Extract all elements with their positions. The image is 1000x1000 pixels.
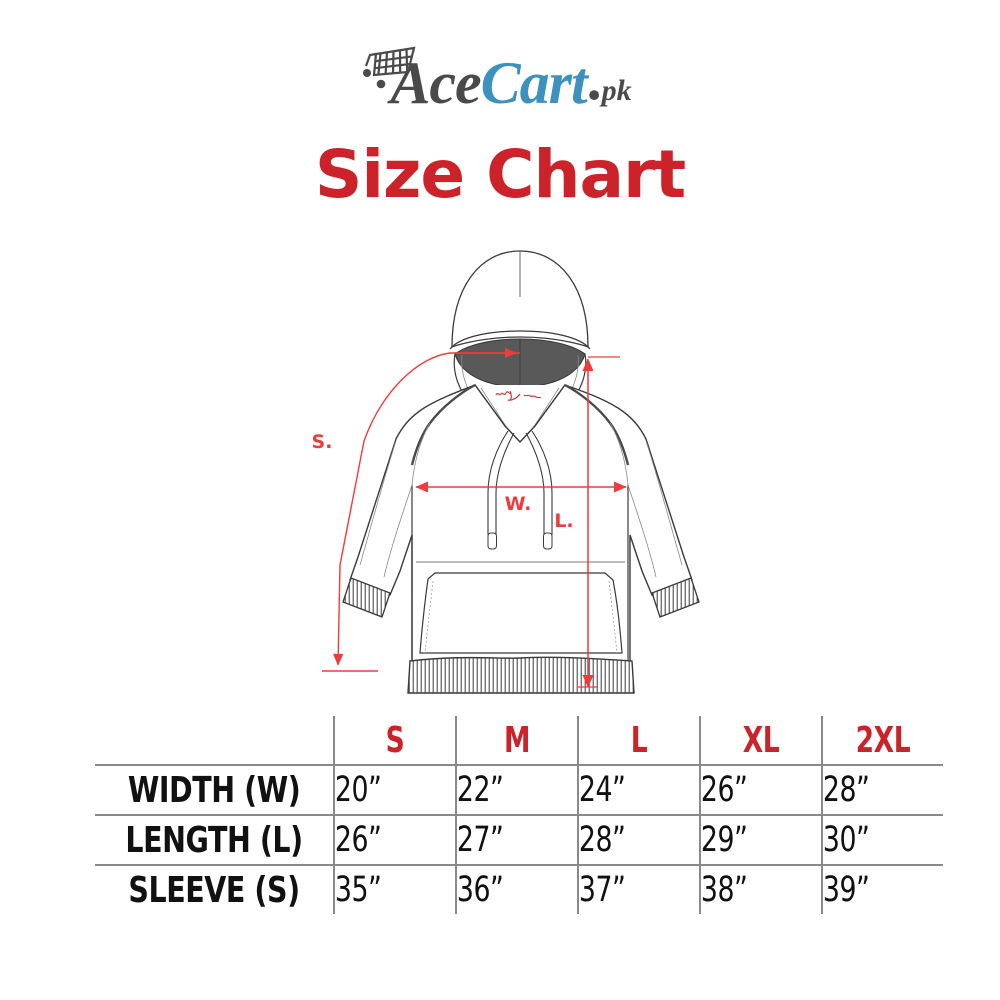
shopping-cart-icon: [363, 46, 416, 89]
width-measure-label: W.: [505, 493, 532, 515]
brand-logo: Ace Cart . pk: [0, 42, 1000, 114]
ribbed-hem: [407, 656, 635, 694]
kangaroo-pocket: [416, 561, 625, 654]
row-label-sleeve: SLEEVE (S): [109, 864, 320, 914]
length-measure-line: [578, 356, 620, 688]
hoodie-technical-drawing: W. L. S.: [312, 250, 700, 694]
sleeve-measure-label: S.: [312, 431, 333, 453]
sleeve-measure-line: [322, 347, 520, 672]
ribbed-cuff-left: [342, 577, 391, 618]
header-cell-blank: [95, 716, 334, 765]
logo-dot: .: [586, 46, 602, 112]
cell-width-s: 20”: [333, 764, 438, 815]
logo-text-pk: pk: [601, 74, 632, 107]
header-cell-xl: XL: [710, 716, 812, 765]
cell-length-s: 26”: [333, 814, 438, 865]
table-row: SLEEVE (S) 35” 36” 37” 38” 39”: [95, 864, 943, 914]
table-row: LENGTH (L) 26” 27” 28” 29” 30”: [95, 814, 943, 865]
size-chart-table: S M L XL 2XL WIDTH (W) 20” 22” 24” 26” 2…: [95, 716, 943, 914]
cell-length-xl: 29”: [699, 814, 804, 865]
hood-shape: [449, 250, 591, 406]
cell-width-xl: 26”: [699, 764, 804, 815]
page-title: Size Chart: [314, 136, 686, 213]
logo-text-cart: Cart: [480, 50, 588, 116]
header-cell-l: L: [588, 716, 690, 765]
length-measure-label: L.: [554, 510, 573, 532]
row-label-length: LENGTH (L): [109, 814, 320, 865]
cell-sleeve-xl: 38”: [699, 864, 804, 914]
drawstrings: [487, 430, 553, 550]
header-cell-s: S: [344, 716, 446, 765]
neck-brand-mark: [495, 390, 542, 401]
cell-sleeve-l: 37”: [577, 864, 682, 914]
cell-length-2xl: 30”: [821, 814, 925, 865]
table-header-row: S M L XL 2XL: [95, 716, 943, 765]
row-label-width: WIDTH (W): [109, 764, 320, 815]
cell-width-2xl: 28”: [821, 764, 925, 815]
cell-length-m: 27”: [455, 814, 560, 865]
cell-sleeve-2xl: 39”: [821, 864, 925, 914]
cell-width-m: 22”: [455, 764, 560, 815]
table-row: WIDTH (W) 20” 22” 24” 26” 28”: [95, 764, 943, 815]
header-cell-2xl: 2XL: [832, 716, 933, 765]
ribbed-cuff-right: [651, 577, 700, 618]
cell-sleeve-m: 36”: [455, 864, 560, 914]
logo-text-ace: Ace: [390, 50, 481, 116]
cell-length-l: 28”: [577, 814, 682, 865]
header-cell-m: M: [466, 716, 568, 765]
cell-width-l: 24”: [577, 764, 682, 815]
cell-sleeve-s: 35”: [333, 864, 438, 914]
